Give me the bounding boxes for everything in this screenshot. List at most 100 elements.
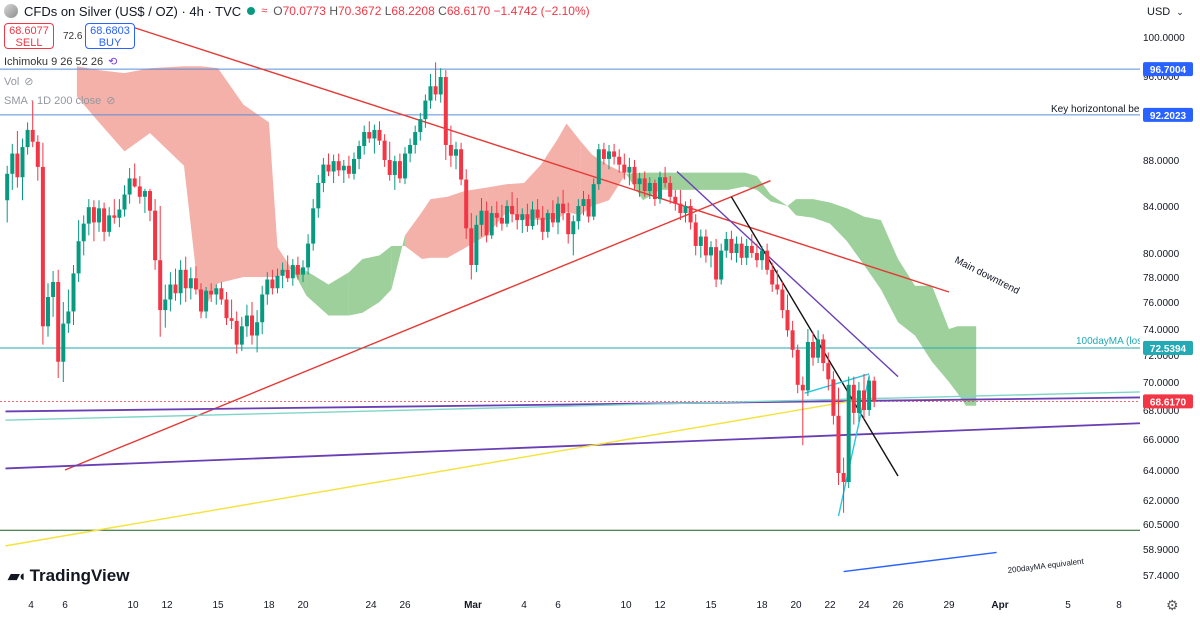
candle-body: [607, 151, 611, 159]
candle: [142, 188, 147, 214]
buy-price: 68.6803: [90, 25, 130, 37]
y-tick-label: 88.0000: [1143, 156, 1180, 167]
candle: [780, 282, 785, 319]
x-tick-label: 18: [263, 600, 275, 611]
symbol-title[interactable]: CFDs on Silver (US$ / OZ) · 4h · TVC: [24, 3, 242, 19]
trendline-main-downtrend: [132, 26, 950, 293]
candle-body: [805, 342, 810, 391]
candle-body: [168, 284, 173, 300]
candle: [209, 283, 214, 302]
candle: [295, 256, 300, 280]
candle-body: [433, 86, 438, 95]
ichimoku-cloud-segment: [677, 172, 694, 190]
sma-legend[interactable]: SMA · 1D 200 close ⊘: [4, 94, 116, 108]
ichimoku-cloud-segment: [218, 68, 244, 284]
x-tick-label: 4: [28, 600, 34, 611]
settings-icon[interactable]: ⚙: [1166, 597, 1179, 613]
candle: [566, 202, 571, 244]
ichimoku-cloud-segment: [915, 285, 932, 362]
x-tick-label: 22: [824, 600, 836, 611]
candle-body: [688, 206, 693, 223]
x-tick-label: 20: [790, 600, 802, 611]
candle-body: [193, 278, 198, 290]
eye-hidden-icon[interactable]: ⊘: [24, 76, 34, 88]
candle: [724, 231, 729, 258]
ichimoku-legend[interactable]: Ichimoku 9 26 52 26 ⟲: [4, 55, 117, 69]
candle-body: [652, 183, 657, 200]
candle-body: [642, 178, 647, 192]
x-tick-label: 10: [127, 600, 139, 611]
candle-body: [469, 228, 474, 265]
y-tick-label: 78.0000: [1143, 273, 1180, 284]
candle: [795, 344, 800, 394]
candle: [826, 352, 831, 391]
ichimoku-cloud-segment: [787, 199, 796, 216]
candle-body: [780, 289, 785, 311]
candle-body: [270, 279, 275, 289]
candle-body: [724, 238, 729, 251]
candle-body: [234, 320, 239, 345]
candle: [841, 457, 846, 513]
candle: [275, 268, 280, 294]
candle: [642, 171, 647, 197]
candle: [469, 213, 474, 280]
candle: [127, 168, 132, 204]
candle: [571, 215, 576, 256]
candle-body: [250, 315, 254, 336]
candle: [678, 189, 683, 221]
brand-name: TradingView: [29, 566, 130, 585]
ichimoku-cloud-segment: [756, 176, 771, 202]
ichimoku-cloud-segment: [201, 66, 218, 316]
x-tick-label: 12: [161, 600, 173, 611]
currency-selector[interactable]: USD ⌄: [1147, 3, 1191, 21]
candle-body: [397, 161, 402, 179]
candle: [612, 143, 617, 165]
candle-body: [56, 282, 61, 362]
candle: [341, 160, 346, 183]
candle-body: [137, 186, 142, 197]
candle: [535, 199, 540, 225]
candle: [652, 179, 657, 206]
ichimoku-cloud-segment: [881, 220, 898, 323]
candle: [739, 236, 744, 265]
candle-body: [306, 243, 311, 268]
sell-button[interactable]: 68.6077 SELL: [4, 23, 54, 49]
candle: [872, 376, 877, 408]
candle-body: [76, 241, 81, 274]
candle-body: [30, 129, 35, 142]
candle-body: [229, 318, 234, 321]
compare-icon[interactable]: ≈: [261, 5, 268, 17]
candle-body: [275, 275, 280, 289]
candle-body: [867, 380, 872, 410]
candle-body: [566, 213, 571, 235]
tradingview-logo: ▰◖ TradingView: [8, 566, 129, 586]
candle-body: [209, 290, 214, 295]
candle-body: [515, 214, 520, 221]
buy-button[interactable]: 68.6803 BUY: [85, 23, 135, 49]
candle: [183, 256, 188, 302]
candle: [775, 269, 780, 295]
volume-legend[interactable]: Vol ⊘: [4, 75, 34, 89]
candle: [25, 122, 30, 155]
candle: [306, 234, 311, 275]
candle: [382, 134, 387, 167]
ichimoku-cloud-segment: [507, 183, 524, 219]
candle-body: [153, 210, 158, 261]
candle: [846, 376, 851, 488]
price-label: 72.5394: [1143, 340, 1193, 355]
candle: [448, 125, 453, 167]
candle-body: [15, 153, 20, 178]
candle-body: [739, 243, 744, 258]
candle: [663, 166, 668, 188]
candle-body: [352, 158, 356, 174]
x-tick-label: Mar: [464, 600, 482, 611]
eye-hidden-icon[interactable]: ⊘: [106, 95, 116, 107]
candle-body: [158, 260, 163, 311]
y-tick-label: 96.0000: [1143, 72, 1180, 83]
candle: [5, 165, 10, 223]
candle-body: [122, 194, 127, 210]
candle-body: [265, 279, 270, 295]
candle: [525, 203, 530, 232]
candle-body: [199, 289, 203, 312]
